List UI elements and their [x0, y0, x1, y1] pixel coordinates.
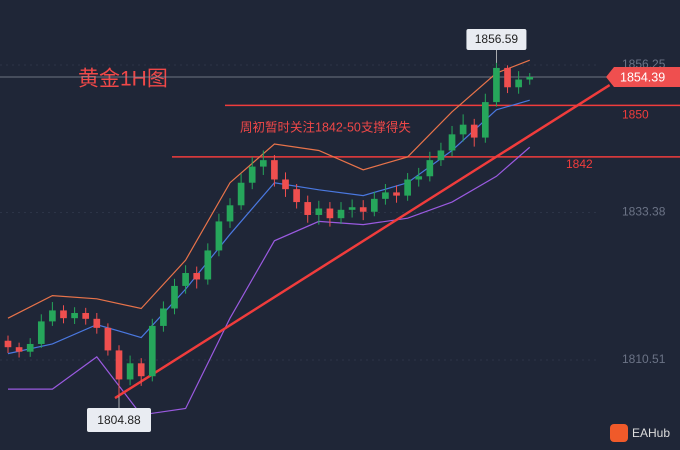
candle-body	[148, 325, 156, 377]
candle-body	[348, 207, 356, 210]
candle-body	[60, 310, 67, 319]
candle-body	[426, 160, 434, 177]
candle-body	[204, 250, 212, 280]
price-tag	[606, 67, 680, 88]
candle-body	[481, 102, 489, 138]
candle-body	[259, 160, 267, 167]
candle-body	[26, 343, 34, 352]
candle-body	[171, 285, 178, 309]
candle-body	[15, 347, 23, 352]
candle-body	[193, 273, 201, 280]
price-tag-label: 1854.39	[620, 70, 665, 84]
band-line	[7, 59, 530, 319]
candle-body	[82, 313, 90, 319]
candle-body	[282, 179, 289, 190]
candle-body	[504, 67, 511, 88]
level-label: 1850	[622, 107, 649, 121]
candle-body	[526, 77, 534, 80]
candle-body	[215, 221, 223, 251]
candle-body	[248, 166, 256, 183]
y-tick-label: 1810.51	[622, 352, 666, 366]
candle-body	[226, 205, 234, 222]
high-callout: 1856.59	[475, 32, 519, 46]
candle-body	[237, 182, 245, 206]
candle-body	[304, 202, 312, 215]
candle-body	[515, 79, 522, 88]
candle-body	[370, 198, 378, 212]
trendline	[114, 83, 611, 400]
candle-body	[326, 208, 334, 219]
candle-body	[126, 363, 134, 380]
candle-body	[448, 134, 456, 151]
candle-body	[93, 318, 101, 328]
candle-body	[415, 176, 423, 180]
candle-body	[459, 124, 467, 135]
band-line	[7, 146, 531, 416]
candle-body	[337, 209, 345, 219]
candle-body	[437, 150, 445, 161]
candle-body	[382, 192, 389, 199]
candle-body	[137, 363, 145, 377]
candle-body	[160, 308, 167, 326]
candle-body	[470, 124, 478, 138]
candle-body	[49, 310, 56, 322]
high-callout-box	[466, 29, 527, 50]
low-callout: 1804.88	[97, 413, 141, 427]
candle-body	[293, 189, 300, 203]
candle-body	[71, 313, 78, 319]
chart-title: 黄金1H图	[78, 68, 168, 91]
candle-body	[315, 208, 323, 215]
candle-body	[359, 207, 367, 212]
low-callout-box	[87, 408, 152, 432]
candle-body	[182, 273, 189, 286]
candle-body	[271, 160, 278, 180]
annotation: 周初暂时关注1842-50支撑得失	[240, 119, 411, 134]
brand-icon	[610, 424, 628, 442]
y-tick-label: 1833.38	[622, 205, 666, 219]
level-label: 1842	[566, 157, 593, 171]
candle-body	[4, 340, 12, 348]
candle-body	[493, 67, 500, 103]
candle-body	[115, 350, 123, 380]
candle-body	[37, 321, 45, 344]
candle-body	[404, 179, 411, 196]
brand: EAHub	[632, 426, 670, 440]
candle-body	[393, 192, 400, 196]
candle-body	[104, 327, 112, 351]
